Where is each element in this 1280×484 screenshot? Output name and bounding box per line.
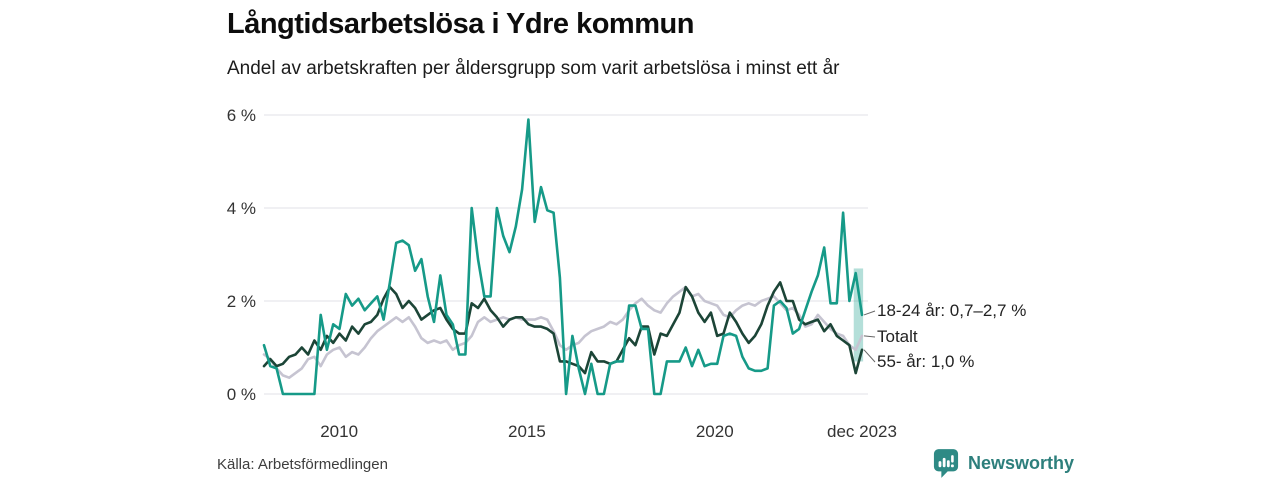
legend-connector bbox=[863, 310, 876, 316]
y-tick-label: 4 % bbox=[227, 199, 256, 218]
y-tick-label: 6 % bbox=[227, 106, 256, 125]
x-tick-label: 2020 bbox=[696, 422, 734, 441]
chart-title: Långtidsarbetslösa i Ydre kommun bbox=[227, 8, 694, 40]
legend-label-18-24: 18-24 år: 0,7–2,7 % bbox=[877, 301, 1027, 320]
legend-label-55: 55- år: 1,0 % bbox=[877, 352, 975, 371]
legend-connector bbox=[863, 335, 876, 338]
y-tick-label: 2 % bbox=[227, 292, 256, 311]
legend-connector bbox=[863, 349, 876, 363]
x-tick-label: dec 2023 bbox=[827, 422, 897, 441]
chart-subtitle: Andel av arbetskraften per åldersgrupp s… bbox=[227, 58, 840, 79]
x-tick-label: 2010 bbox=[320, 422, 358, 441]
brand-link[interactable]: Newsworthy bbox=[933, 448, 1074, 479]
uncertainty-band bbox=[853, 268, 864, 362]
legend-label-totalt: Totalt bbox=[877, 327, 918, 346]
x-tick-label: 2015 bbox=[508, 422, 546, 441]
y-tick-label: 0 % bbox=[227, 385, 256, 404]
source-note: Källa: Arbetsförmedlingen bbox=[217, 456, 388, 473]
series-line-18-24-r bbox=[262, 118, 864, 396]
brand-name: Newsworthy bbox=[968, 453, 1075, 473]
series-line-55-r bbox=[262, 281, 864, 375]
newsworthy-logo-icon bbox=[933, 448, 959, 479]
